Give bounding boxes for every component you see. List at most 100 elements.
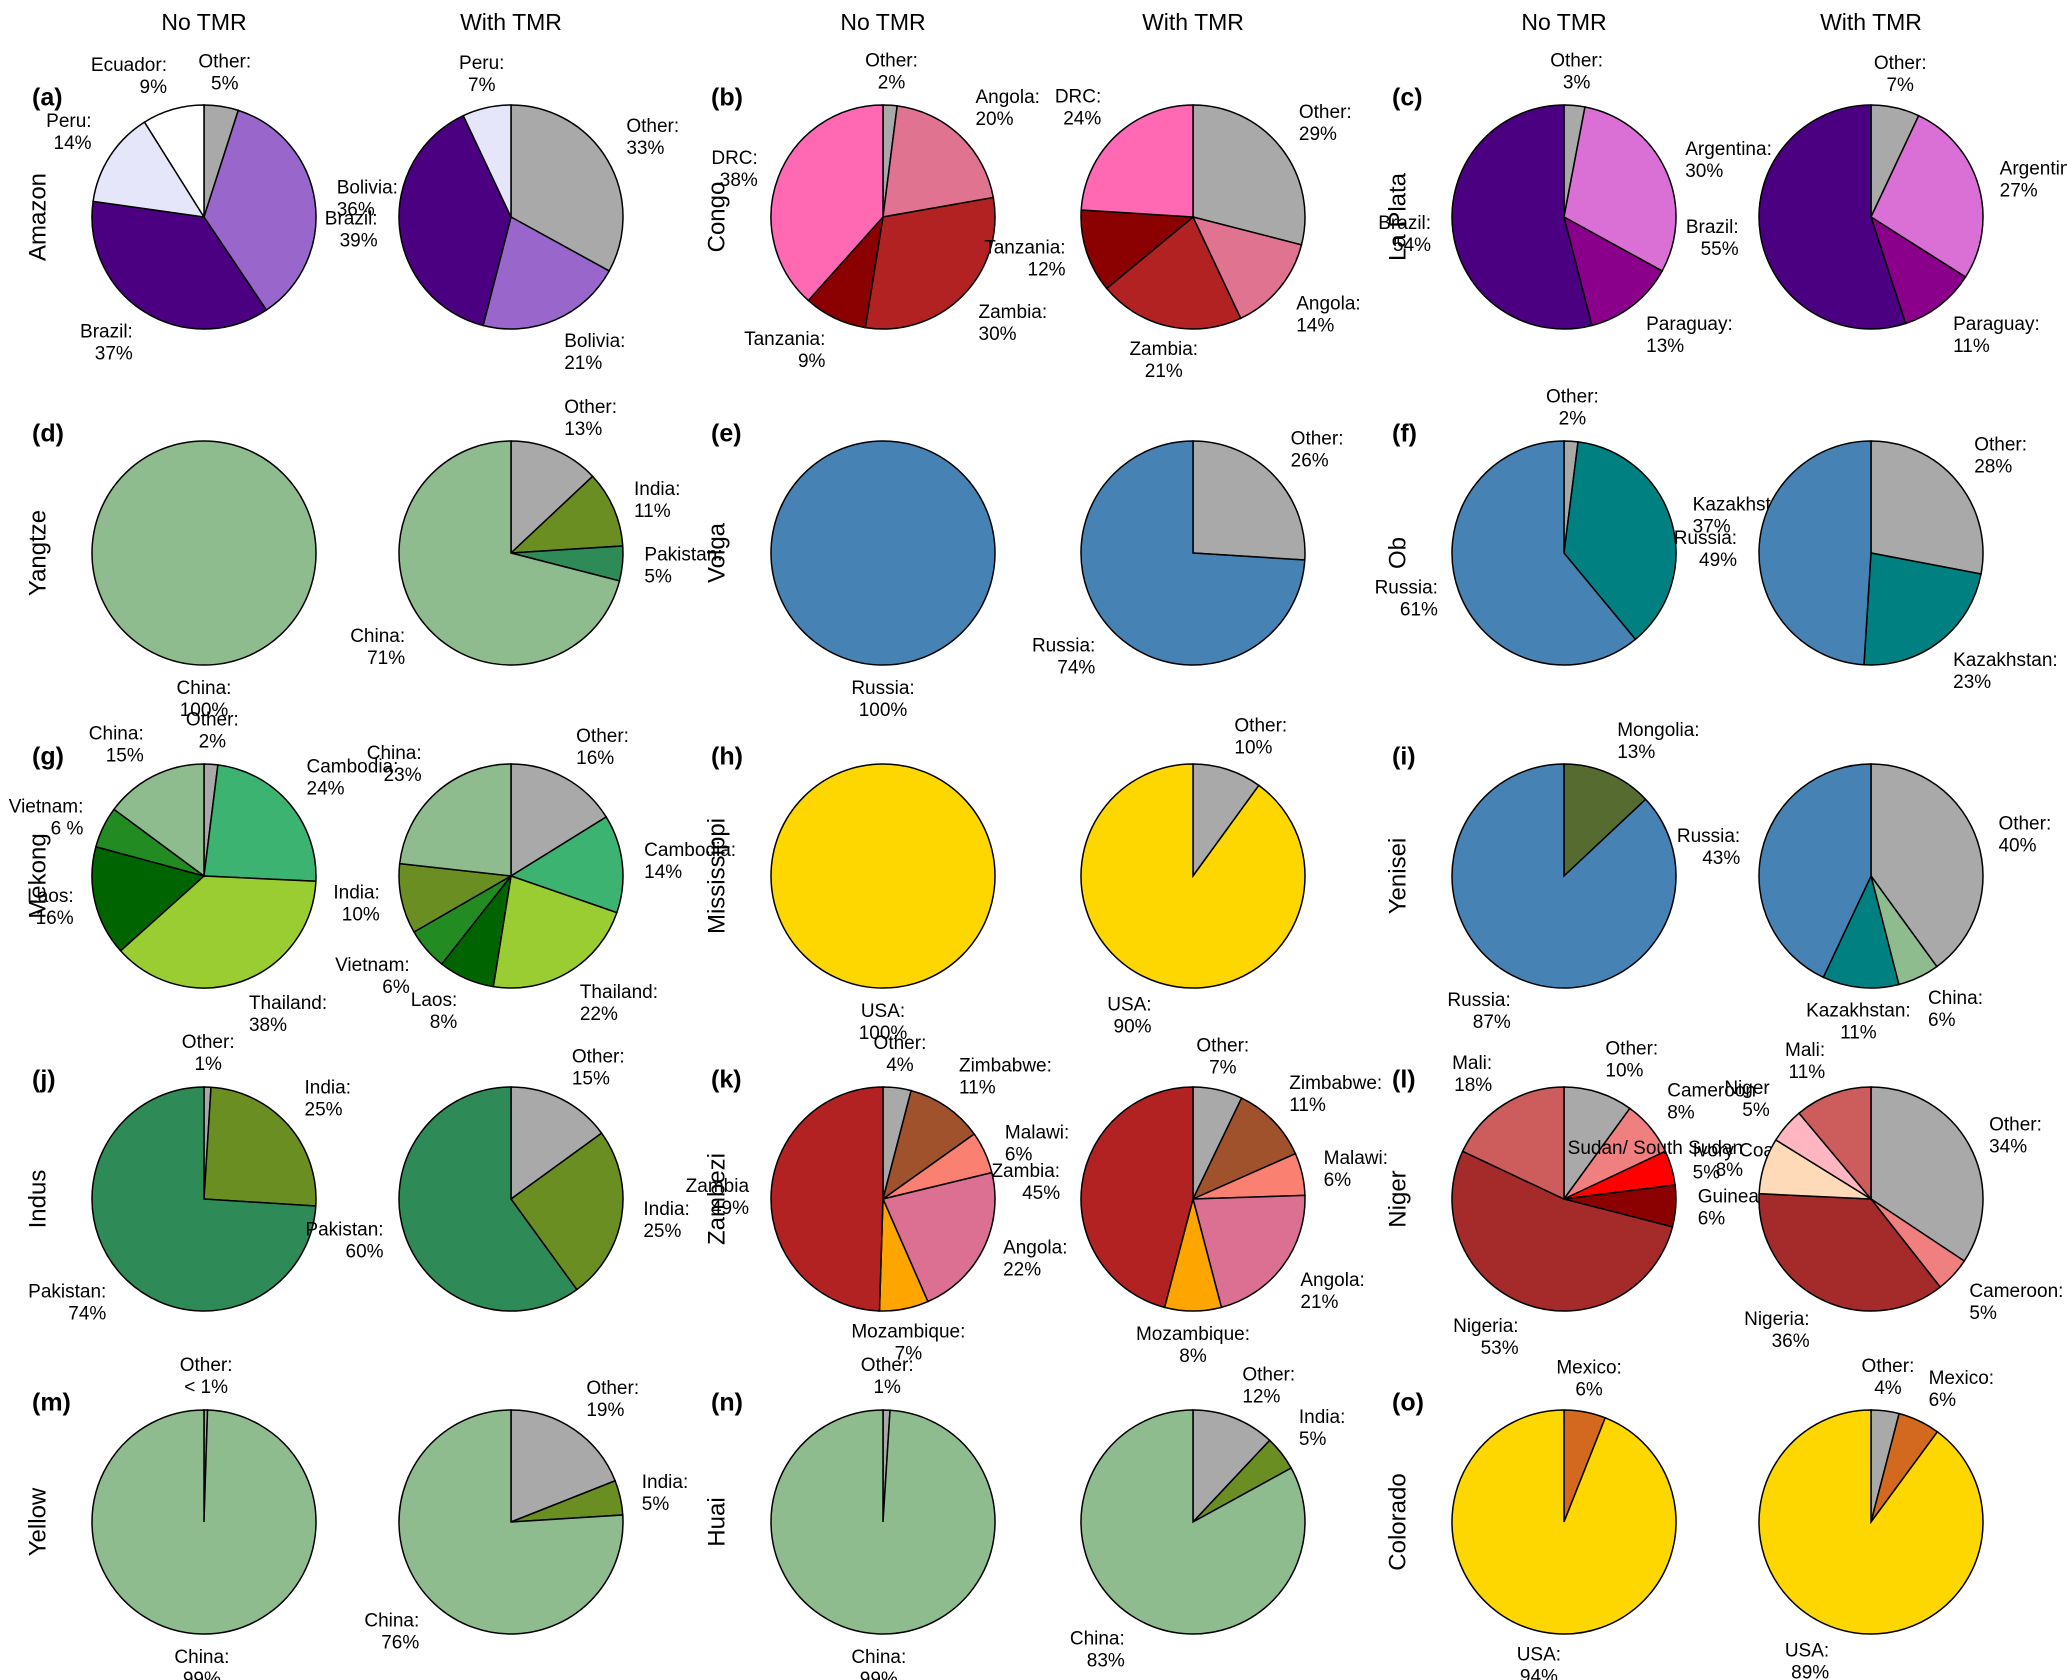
slice-value: 20% <box>975 109 1013 130</box>
column-heading: No TMR <box>1521 9 1606 35</box>
slice-category: Angola: <box>1296 293 1360 314</box>
slice-label: Other: 29% <box>1299 102 1352 145</box>
slice-category: Paraguay: <box>1646 314 1733 335</box>
slice-label: China: 15% <box>89 723 144 766</box>
slice-category: Malawi: <box>1005 1122 1069 1143</box>
slice-label: Bolivia: 36% <box>337 177 398 220</box>
panel-label: (i) <box>1392 743 1416 771</box>
slice-value: 24% <box>307 779 345 800</box>
slice-category: Mali: <box>1785 1040 1825 1061</box>
slice-label: Zambia: 21% <box>1129 339 1198 382</box>
basin-label: Ob <box>1384 537 1411 569</box>
slice-label: Sudan/ South Sudan 8% <box>1568 1138 1743 1181</box>
slice-label: Other: 34% <box>1989 1115 2042 1158</box>
pie-slice <box>91 1409 317 1635</box>
slice-category: India: <box>1299 1407 1345 1428</box>
basin-label: Yellow <box>24 1487 51 1556</box>
pie-slice <box>1758 1192 1942 1312</box>
slice-category: Mali: <box>1452 1053 1492 1074</box>
slice-value: 21% <box>1145 361 1183 382</box>
pie-slice <box>1080 1409 1306 1635</box>
basin-label: Yenisei <box>1384 838 1411 915</box>
slice-category: Other: <box>874 1033 927 1054</box>
panel-label: (l) <box>1392 1066 1416 1094</box>
slice-category: Other: <box>861 1355 914 1376</box>
slice-value: 2% <box>878 72 906 93</box>
slice-label: Angola: 14% <box>1296 293 1360 336</box>
slice-category: Zimbabwe: <box>1289 1073 1382 1094</box>
slice-value: 21% <box>564 353 602 374</box>
slice-value: 30% <box>979 324 1017 345</box>
pie-slice <box>1192 1194 1306 1309</box>
slice-category: Other: <box>1299 102 1352 123</box>
slice-category: Other: <box>1974 435 2027 456</box>
slice-category: China: <box>851 1647 906 1668</box>
slice-category: China: <box>367 743 422 764</box>
slice-label: Ivory Coast 5% <box>1693 1141 1790 1184</box>
pie-slice <box>770 763 996 989</box>
pie-slice <box>1870 763 1984 968</box>
slice-category: China: <box>174 1647 229 1668</box>
slice-label: USA: 94% <box>1517 1645 1561 1680</box>
slice-category: Other: <box>576 726 629 747</box>
column-heading: With TMR <box>460 9 562 35</box>
slice-category: India: <box>634 479 680 500</box>
slice-value: 6% <box>1005 1144 1033 1165</box>
pie-slice <box>864 196 996 330</box>
panel-label: (c) <box>1392 84 1423 112</box>
basin-label: Mekong <box>24 833 51 918</box>
slice-label: Russia: 74% <box>1032 636 1095 679</box>
slice-label: Brazil: 54% <box>1378 213 1431 256</box>
slice-category: Paraguay: <box>1953 314 2040 335</box>
pie-slice <box>510 763 608 878</box>
slice-value: 16% <box>36 908 74 929</box>
basin-label: Huai <box>703 1497 730 1546</box>
slice-category: Other: <box>1989 1115 2042 1136</box>
slice-label: Other: 28% <box>1974 435 2027 478</box>
slice-value: 6% <box>1698 1208 1726 1229</box>
slice-category: Brazil: <box>1686 217 1739 238</box>
pie-slice <box>119 875 317 989</box>
slice-value: 24% <box>1063 108 1101 129</box>
slice-value: 6% <box>382 977 410 998</box>
pie-slice <box>882 105 995 218</box>
slice-category: Pakistan: <box>644 545 722 566</box>
pie-slice <box>770 440 996 666</box>
slice-value: 55% <box>1701 239 1739 260</box>
slice-value: 15% <box>572 1069 610 1090</box>
slice-label: Other: 4% <box>874 1033 927 1076</box>
slice-value: 13% <box>564 419 602 440</box>
slice-value: 5% <box>1299 1429 1327 1450</box>
slice-value: 26% <box>1291 450 1329 471</box>
slice-value: 11% <box>959 1078 996 1099</box>
pie-slice <box>143 104 205 220</box>
slice-category: Laos: <box>411 990 457 1011</box>
slice-label: Russia: 43% <box>1677 826 1740 869</box>
slice-category: DRC: <box>1055 86 1101 107</box>
slice-value: 19% <box>586 1400 624 1421</box>
slice-label: USA: 90% <box>1107 994 1151 1037</box>
pie-slice <box>1758 763 1872 979</box>
slice-label: Zambia 49% <box>686 1176 750 1219</box>
slice-label: USA: 89% <box>1785 1640 1829 1680</box>
column-heading: No TMR <box>161 9 246 35</box>
pie-slice <box>1080 440 1306 666</box>
slice-label: China: 99% <box>851 1647 906 1680</box>
slice-category: Brazil: <box>1378 213 1431 234</box>
slice-value: 99% <box>183 1669 221 1680</box>
slice-category: India: <box>642 1472 688 1493</box>
slice-label: Laos: 16% <box>27 886 74 929</box>
slice-category: Bolivia: <box>564 331 625 352</box>
slice-category: Ivory Coast <box>1693 1141 1790 1162</box>
slice-category: Laos: <box>27 886 73 907</box>
pie-slice <box>1758 1409 1984 1635</box>
slice-value: 5% <box>1742 1100 1770 1121</box>
slice-label: Other: 13% <box>564 397 617 440</box>
slice-value: 29% <box>1299 124 1337 145</box>
pie-slice <box>398 114 512 327</box>
panel-label: (h) <box>711 743 743 771</box>
slice-category: USA: <box>1785 1640 1829 1661</box>
slice-label: Niger 5% <box>1724 1078 1770 1121</box>
slice-label: China: 6% <box>1928 988 1983 1031</box>
pie-slice <box>1451 1409 1677 1635</box>
